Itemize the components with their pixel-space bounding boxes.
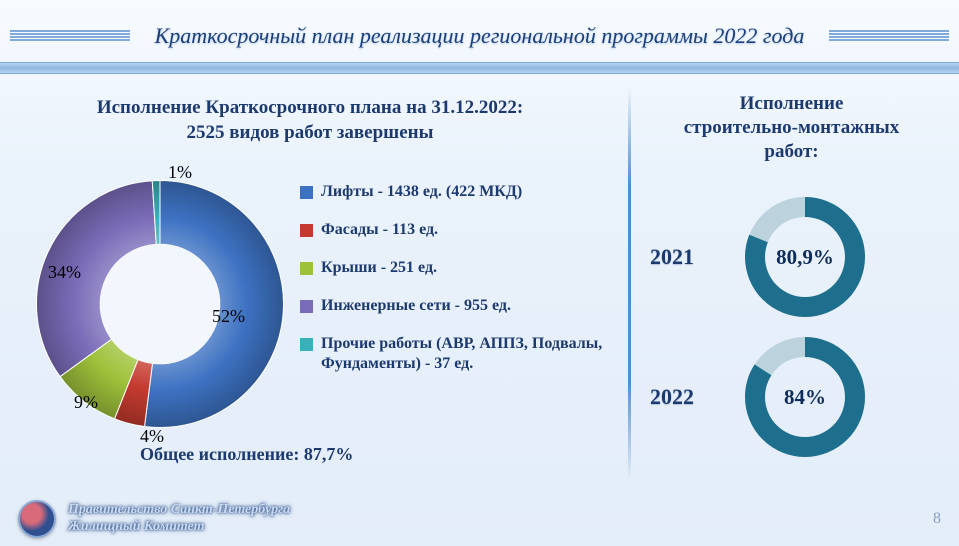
left-heading-line2: 2525 видов работ завершены — [0, 121, 620, 146]
legend-label: Лифты - 1438 ед. (422 МКД) — [321, 182, 522, 202]
legend-label: Прочие работы (АВР, АППЗ, Подвалы, Фунда… — [321, 334, 610, 374]
gauge-2021-value: 80,9% — [740, 192, 870, 322]
legend-item: Крыши - 251 ед. — [300, 258, 610, 278]
right-heading-line1: Исполнение — [640, 92, 943, 116]
gauge-row-2021: 2021 80,9% — [650, 192, 870, 322]
left-panel: Исполнение Краткосрочного плана на 31.12… — [0, 82, 620, 486]
rule-right-icon — [829, 29, 949, 43]
gauge-year-label: 2021 — [650, 244, 740, 270]
logo-icon — [18, 500, 56, 538]
donut-pct-label: 34% — [48, 262, 81, 283]
gauge-2021: 80,9% — [740, 192, 870, 322]
donut-pct-label: 9% — [74, 392, 98, 413]
legend-item: Фасады - 113 ед. — [300, 220, 610, 240]
right-heading-line3: работ: — [640, 140, 943, 164]
legend-item: Прочие работы (АВР, АППЗ, Подвалы, Фунда… — [300, 334, 610, 374]
right-heading: Исполнение строительно-монтажных работ: — [640, 92, 943, 163]
left-heading-line1: Исполнение Краткосрочного плана на 31.12… — [0, 96, 620, 121]
right-panel: Исполнение строительно-монтажных работ: … — [640, 82, 943, 486]
legend-item: Инженерные сети - 955 ед. — [300, 296, 610, 316]
header-stripe — [0, 62, 959, 74]
footer: Правительство Санкт-Петербурга Жилищный … — [0, 492, 959, 546]
legend-swatch-icon — [300, 262, 313, 275]
gauge-row-2022: 2022 84% — [650, 332, 870, 462]
legend-item: Лифты - 1438 ед. (422 МКД) — [300, 182, 610, 202]
title-bar: Краткосрочный план реализации региональн… — [0, 18, 959, 54]
main-area: Исполнение Краткосрочного плана на 31.12… — [0, 82, 959, 486]
legend-label: Крыши - 251 ед. — [321, 258, 437, 278]
rule-left-icon — [10, 29, 130, 43]
org-line2: Жилищный Комитет — [68, 519, 290, 536]
legend-swatch-icon — [300, 224, 313, 237]
legend: Лифты - 1438 ед. (422 МКД) Фасады - 113 е… — [300, 182, 610, 392]
donut-pct-label: 52% — [212, 306, 245, 327]
org-label: Правительство Санкт-Петербурга Жилищный … — [68, 502, 290, 536]
left-heading: Исполнение Краткосрочного плана на 31.12… — [0, 96, 620, 145]
legend-swatch-icon — [300, 300, 313, 313]
legend-label: Инженерные сети - 955 ед. — [321, 296, 511, 316]
total-execution-label: Общее исполнение: 87,7% — [140, 444, 353, 465]
gauge-year-label: 2022 — [650, 384, 740, 410]
gauge-2022-value: 84% — [740, 332, 870, 462]
legend-swatch-icon — [300, 338, 313, 351]
donut-chart: 52%4%9%34%1% — [30, 174, 290, 434]
vertical-divider — [628, 88, 631, 480]
legend-swatch-icon — [300, 186, 313, 199]
right-heading-line2: строительно-монтажных — [640, 116, 943, 140]
page-title: Краткосрочный план реализации региональн… — [140, 23, 819, 49]
page-number: 8 — [933, 510, 941, 528]
donut-pct-label: 1% — [168, 162, 192, 183]
gauge-2022: 84% — [740, 332, 870, 462]
legend-label: Фасады - 113 ед. — [321, 220, 438, 240]
org-line1: Правительство Санкт-Петербурга — [68, 502, 290, 519]
